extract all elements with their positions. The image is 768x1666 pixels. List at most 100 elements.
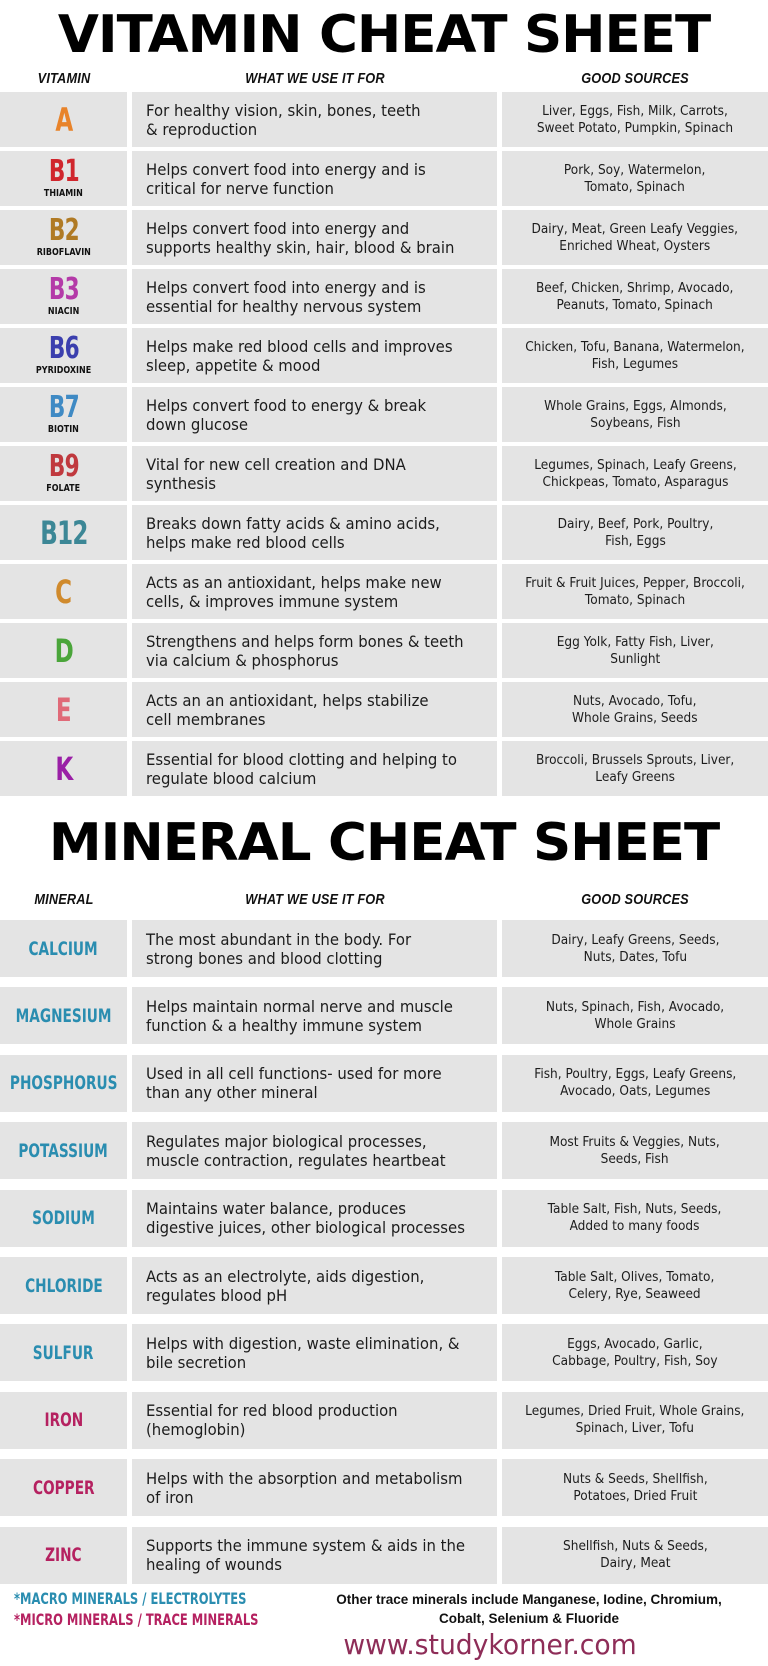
- sources-cell: Table Salt, Fish, Nuts, Seeds, Added to m…: [502, 1189, 768, 1247]
- use-line: & reproduction: [146, 119, 258, 139]
- use-line: Used in all cell functions- used for mor…: [146, 1064, 442, 1084]
- sources-cell: Beef, Chicken, Shrimp, Avocado, Peanuts, …: [502, 269, 768, 324]
- use-line: Acts as an antioxidant, helps make new: [146, 572, 442, 592]
- use-line: Helps with digestion, waste elimination,…: [146, 1333, 460, 1353]
- use-text: Helps with the absorption and metabolism…: [146, 1469, 462, 1507]
- use-cell: Vital for new cell creation and DNA synth…: [132, 446, 497, 501]
- mineral-cell: PHOSPHORUS: [0, 1054, 127, 1112]
- vitamin-code: B12: [39, 513, 88, 552]
- source-line: Fruit & Fruit Juices, Pepper, Broccoli,: [525, 574, 745, 591]
- vitamin-cell: D: [0, 623, 127, 678]
- source-line: Pork, Soy, Watermelon,: [564, 161, 706, 178]
- use-line: via calcium & phosphorus: [146, 650, 339, 670]
- mineral-sheet-title: MINERAL CHEAT SHEET: [48, 813, 720, 873]
- use-line: Maintains water balance, produces: [146, 1199, 406, 1219]
- sources-cell: Pork, Soy, Watermelon, Tomato, Spinach: [502, 151, 768, 206]
- source-line: Whole Grains, Seeds: [572, 709, 698, 726]
- vitamin-code: B3: [48, 272, 79, 307]
- use-text: Strengthens and helps form bones & teeth…: [146, 632, 464, 670]
- sources-text: Legumes, Dried Fruit, Whole Grains, Spina…: [525, 1403, 744, 1437]
- use-line: Vital for new cell creation and DNA: [146, 454, 406, 474]
- table-row: POTASSIUM Regulates major biological proc…: [0, 1122, 768, 1180]
- source-line: Nuts, Dates, Tofu: [583, 948, 687, 965]
- use-text: Essential for blood clotting and helping…: [146, 750, 457, 788]
- table-row: B3 NIACIN Helps convert food into energy a…: [0, 269, 768, 324]
- source-line: Fish, Legumes: [591, 355, 679, 372]
- header-sources: GOOD SOURCES: [581, 891, 689, 908]
- website-link[interactable]: www.studykorner.com: [343, 1628, 637, 1661]
- use-line: essential for healthy nervous system: [146, 296, 422, 316]
- use-cell: Used in all cell functions- used for mor…: [132, 1054, 497, 1112]
- sources-cell: Fish, Poultry, Eggs, Leafy Greens, Avocad…: [502, 1054, 768, 1112]
- sources-text: Table Salt, Olives, Tomato, Celery, Rye, …: [555, 1269, 714, 1303]
- sources-cell: Nuts & Seeds, Shellfish, Potatoes, Dried …: [502, 1459, 768, 1517]
- table-row: COPPER Helps with the absorption and meta…: [0, 1459, 768, 1517]
- source-line: Shellfish, Nuts & Seeds,: [562, 1538, 708, 1555]
- use-line: than any other mineral: [146, 1083, 318, 1103]
- source-line: Seeds, Fish: [601, 1150, 669, 1167]
- use-line: muscle contraction, regulates heartbeat: [146, 1150, 446, 1170]
- mineral-cell: SODIUM: [0, 1189, 127, 1247]
- source-line: Sunlight: [609, 650, 661, 667]
- sources-text: Chicken, Tofu, Banana, Watermelon, Fish, …: [525, 339, 744, 373]
- mineral-name: MAGNESIUM: [15, 1004, 112, 1027]
- vitamin-code: A: [54, 100, 73, 139]
- header-sources: GOOD SOURCES: [581, 70, 689, 87]
- source-line: Legumes, Spinach, Leafy Greens,: [533, 456, 737, 473]
- use-cell: For healthy vision, skin, bones, teeth & …: [132, 92, 497, 147]
- use-cell: Supports the immune system & aids in the…: [132, 1526, 497, 1584]
- sources-text: Fruit & Fruit Juices, Pepper, Broccoli, T…: [525, 575, 745, 609]
- use-line: cells, & improves immune system: [146, 591, 399, 611]
- vitamin-code: K: [54, 749, 73, 788]
- vitamin-cell: B1 THIAMIN: [0, 151, 127, 206]
- sources-cell: Shellfish, Nuts & Seeds, Dairy, Meat: [502, 1526, 768, 1584]
- source-line: Eggs, Avocado, Garlic,: [567, 1335, 703, 1352]
- use-line: (hemoglobin): [146, 1420, 246, 1440]
- source-line: Beef, Chicken, Shrimp, Avocado,: [536, 279, 734, 296]
- vitamin-cell: B3 NIACIN: [0, 269, 127, 324]
- table-row: K Essential for blood clotting and helpin…: [0, 741, 768, 796]
- sources-cell: Most Fruits & Veggies, Nuts, Seeds, Fish: [502, 1122, 768, 1180]
- source-line: Egg Yolk, Fatty Fish, Liver,: [556, 633, 714, 650]
- vitamin-name: NIACIN: [47, 306, 80, 317]
- table-row: D Strengthens and helps form bones & teet…: [0, 623, 768, 678]
- legend-micro: *MICRO MINERALS / TRACE MINERALS: [14, 1610, 259, 1629]
- sources-cell: Dairy, Meat, Green Leafy Veggies, Enriche…: [502, 210, 768, 265]
- sources-text: Dairy, Beef, Pork, Poultry, Fish, Eggs: [557, 516, 713, 550]
- use-text: Supports the immune system & aids in the…: [146, 1536, 465, 1574]
- sources-cell: Egg Yolk, Fatty Fish, Liver, Sunlight: [502, 623, 768, 678]
- vitamin-cell: K: [0, 741, 127, 796]
- use-line: Helps with the absorption and metabolism: [146, 1468, 463, 1488]
- mineral-name: SULFUR: [33, 1341, 94, 1364]
- source-line: Fish, Poultry, Eggs, Leafy Greens,: [533, 1066, 737, 1083]
- mineral-cell: POTASSIUM: [0, 1122, 127, 1180]
- source-line: Nuts, Spinach, Fish, Avocado,: [545, 998, 725, 1015]
- table-row: E Acts an an antioxidant, helps stabilize…: [0, 682, 768, 737]
- use-text: Essential for red blood production (hemog…: [146, 1401, 398, 1439]
- mineral-name: POTASSIUM: [18, 1139, 109, 1162]
- use-line: The most abundant in the body. For: [146, 929, 412, 949]
- sources-cell: Table Salt, Olives, Tomato, Celery, Rye, …: [502, 1257, 768, 1314]
- vitamin-name: PYRIDOXINE: [35, 365, 92, 376]
- source-line: Tomato, Spinach: [584, 591, 686, 608]
- use-cell: The most abundant in the body. For strong…: [132, 920, 497, 977]
- use-cell: Helps convert food to energy & break down…: [132, 387, 497, 442]
- sources-cell: Legumes, Spinach, Leafy Greens, Chickpeas…: [502, 446, 768, 501]
- mineral-name: ZINC: [45, 1544, 82, 1567]
- header-use: WHAT WE USE IT FOR: [245, 70, 385, 87]
- table-row: B6 PYRIDOXINE Helps make red blood cells a…: [0, 328, 768, 383]
- source-line: Cabbage, Poultry, Fish, Soy: [552, 1352, 718, 1369]
- use-cell: Helps convert food into energy and suppor…: [132, 210, 497, 265]
- note-line: Cobalt, Selenium & Fluoride: [438, 1611, 619, 1626]
- vitamin-code: C: [55, 572, 72, 611]
- sources-text: Eggs, Avocado, Garlic, Cabbage, Poultry, …: [552, 1336, 717, 1370]
- source-line: Liver, Eggs, Fish, Milk, Carrots,: [542, 102, 728, 119]
- use-line: sleep, appetite & mood: [146, 355, 321, 375]
- source-line: Avocado, Oats, Legumes: [559, 1083, 711, 1100]
- sources-cell: Legumes, Dried Fruit, Whole Grains, Spina…: [502, 1391, 768, 1449]
- use-line: function & a healthy immune system: [146, 1015, 423, 1035]
- use-text: Helps make red blood cells and improves s…: [146, 337, 453, 375]
- sources-text: Liver, Eggs, Fish, Milk, Carrots, Sweet P…: [537, 103, 733, 137]
- vitamin-cell: B9 FOLATE: [0, 446, 127, 501]
- sources-text: Whole Grains, Eggs, Almonds, Soybeans, Fi…: [544, 398, 727, 432]
